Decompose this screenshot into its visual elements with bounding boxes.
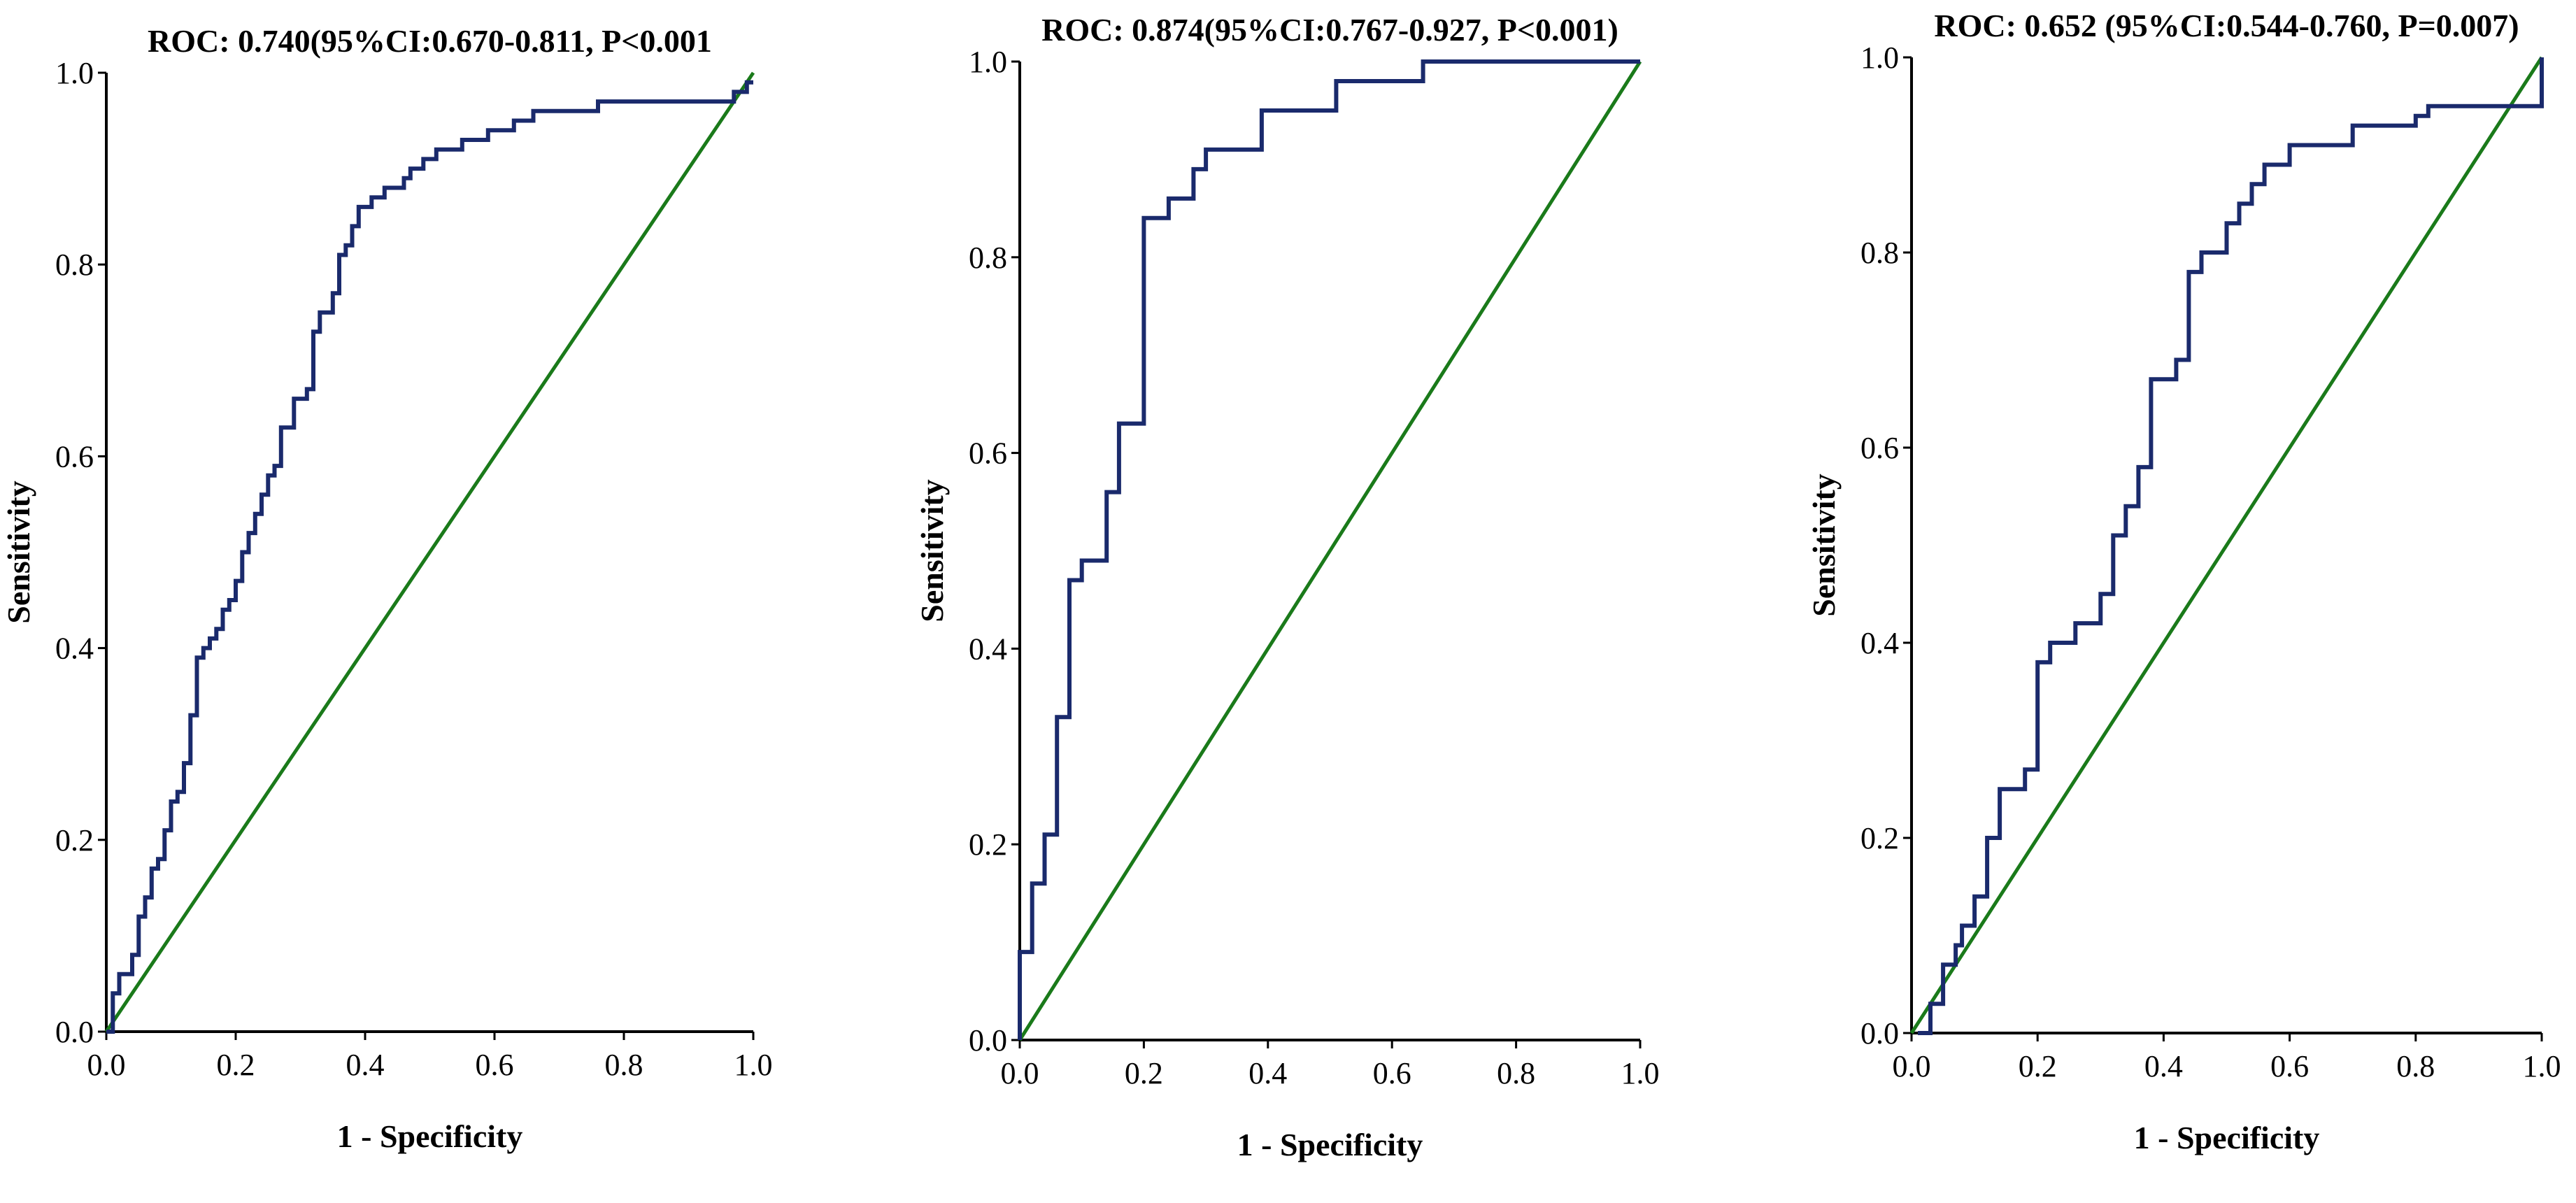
chart2-x-tick-label: 0.2 bbox=[1125, 1056, 1163, 1090]
chart2-y-tick-label: 1.0 bbox=[969, 45, 1007, 79]
chart2-x-tick-label: 0.6 bbox=[1373, 1056, 1411, 1090]
chart3-x-tick-label: 0.0 bbox=[1893, 1049, 1931, 1083]
chart1-y-tick-label: 0.0 bbox=[55, 1015, 94, 1049]
chart2-y-tick-label: 0.0 bbox=[969, 1023, 1007, 1058]
chart3-x-tick-label: 0.2 bbox=[2019, 1049, 2057, 1083]
chart2-y-tick-label: 0.2 bbox=[969, 827, 1007, 862]
chart1-x-axis-label: 1 - Specificity bbox=[337, 1118, 523, 1154]
chart2-x-axis-label: 1 - Specificity bbox=[1237, 1127, 1423, 1162]
chart2-x-tick-label: 0.0 bbox=[1001, 1056, 1039, 1090]
chart3-y-tick-label: 0.6 bbox=[1860, 431, 1899, 465]
chart3-y-tick-label: 0.8 bbox=[1860, 236, 1899, 270]
chart3-reference-line bbox=[1909, 56, 2544, 1034]
chart1-y-tick-label: 0.4 bbox=[55, 632, 94, 666]
chart1-roc-curve bbox=[106, 80, 753, 1034]
chart1-x-tick-label: 0.0 bbox=[87, 1048, 126, 1082]
chart1-y-tick-label: 0.2 bbox=[55, 823, 94, 857]
chart2-y-tick-label: 0.8 bbox=[969, 241, 1007, 275]
chart2-y-tick-label: 0.4 bbox=[969, 632, 1007, 666]
chart3-x-tick-label: 0.6 bbox=[2270, 1049, 2309, 1083]
chart2-y-tick-label: 0.6 bbox=[969, 436, 1007, 471]
chart2-title: ROC: 0.874(95%CI:0.767-0.927, P<0.001) bbox=[1041, 12, 1618, 48]
chart1-y-tick-label: 0.6 bbox=[55, 439, 94, 474]
chart3-x-axis-label: 1 - Specificity bbox=[2134, 1120, 2320, 1155]
chart1-x-tick-label: 1.0 bbox=[734, 1048, 773, 1082]
chart1-x-tick-label: 0.4 bbox=[346, 1048, 385, 1082]
chart2-reference-line bbox=[1018, 60, 1642, 1041]
chart1-title: ROC: 0.740(95%CI:0.670-0.811, P<0.001 bbox=[148, 23, 712, 59]
chart2-y-axis-label: Sensitivity bbox=[914, 479, 950, 622]
chart3-y-tick-label: 0.4 bbox=[1860, 626, 1899, 660]
chart2-x-tick-label: 0.8 bbox=[1497, 1056, 1535, 1090]
chart1-y-tick-label: 0.8 bbox=[55, 248, 94, 282]
chart1-x-tick-label: 0.6 bbox=[476, 1048, 514, 1082]
chart1-x-tick-label: 0.2 bbox=[217, 1048, 255, 1082]
chart3-x-tick-label: 0.4 bbox=[2144, 1049, 2183, 1083]
chart1-y-tick-label: 1.0 bbox=[55, 56, 94, 90]
chart3-y-axis-label: Sensitivity bbox=[1806, 474, 1842, 616]
chart3-title: ROC: 0.652 (95%CI:0.544-0.760, P=0.007) bbox=[1934, 8, 2519, 43]
chart3-roc-curve bbox=[1918, 57, 2544, 1035]
chart3-y-tick-label: 0.0 bbox=[1860, 1016, 1899, 1051]
chart2-roc-curve bbox=[1018, 59, 1640, 1040]
chart1-y-axis-label: Sensitivity bbox=[1, 481, 36, 623]
chart3-x-tick-label: 0.8 bbox=[2396, 1049, 2435, 1083]
chart3-x-tick-label: 1.0 bbox=[2523, 1049, 2561, 1083]
chart1-x-tick-label: 0.8 bbox=[605, 1048, 643, 1082]
chart2-x-tick-label: 1.0 bbox=[1621, 1056, 1660, 1090]
chart3-y-tick-label: 0.2 bbox=[1860, 821, 1899, 855]
chart3-y-tick-label: 1.0 bbox=[1860, 41, 1899, 75]
chart1-reference-line bbox=[104, 71, 755, 1033]
chart2-x-tick-label: 0.4 bbox=[1248, 1056, 1287, 1090]
